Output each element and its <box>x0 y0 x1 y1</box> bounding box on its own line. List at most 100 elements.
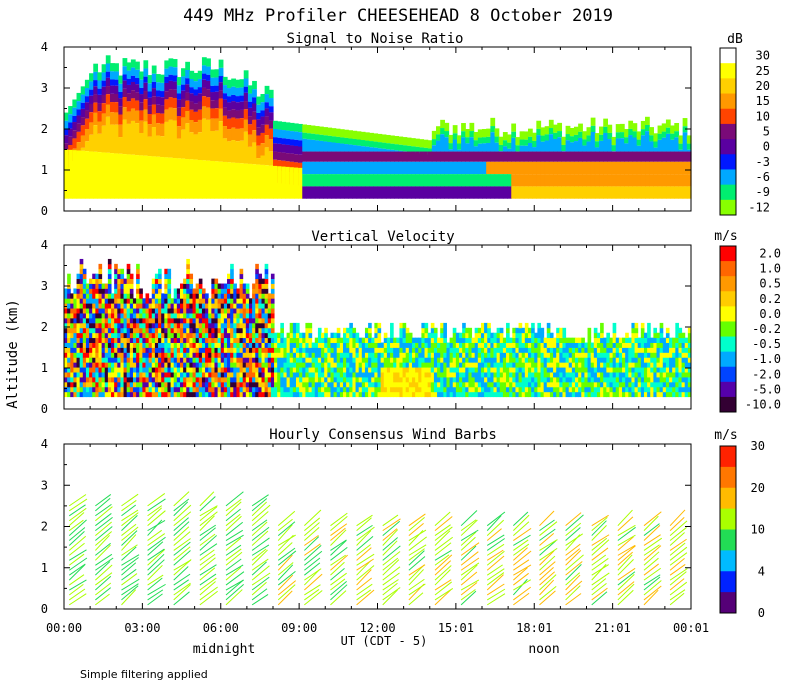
snr-cell <box>607 124 613 133</box>
vv-cell <box>346 381 350 388</box>
snr-cell <box>143 68 149 77</box>
snr-cell <box>561 144 567 152</box>
vv-cell <box>126 372 131 378</box>
vv-cell <box>368 391 372 398</box>
snr-cell <box>670 139 675 152</box>
vv-cell <box>424 357 429 363</box>
snr-cell <box>264 135 270 148</box>
vv-cell <box>317 391 322 398</box>
vv-cell <box>509 357 513 363</box>
vv-cell <box>546 377 551 383</box>
vv-cell <box>117 278 121 284</box>
vv-cell <box>622 352 626 358</box>
vv-cell <box>173 391 178 398</box>
vv-cell <box>468 362 473 368</box>
vv-cell <box>114 278 118 284</box>
vv-cell <box>136 298 140 304</box>
snr-cell <box>227 118 232 130</box>
vv-cell <box>687 332 692 339</box>
vv-cell <box>518 347 523 353</box>
vv-cell <box>70 317 74 324</box>
snr-cell <box>653 147 659 152</box>
snr-cell <box>181 76 186 85</box>
snr-cell <box>352 151 358 162</box>
snr-cell <box>118 106 124 115</box>
vv-cell <box>248 377 253 383</box>
snr-cell <box>649 151 654 162</box>
figure-title: 449 MHz Profiler CHEESEHEAD 8 October 20… <box>183 6 613 26</box>
vv-cell <box>405 367 410 373</box>
vv-cell <box>214 352 219 358</box>
vv-cell <box>361 377 366 383</box>
vv-cell <box>139 327 143 334</box>
vv-cell <box>675 332 679 339</box>
vv-cell <box>368 381 372 388</box>
vv-cell <box>220 372 225 378</box>
vv-cell <box>302 347 306 353</box>
wind-barb <box>225 529 244 541</box>
snr-cell <box>147 114 153 125</box>
vv-cell <box>220 367 225 373</box>
vv-cell <box>214 293 219 299</box>
vv-cell <box>211 391 215 398</box>
snr-cell <box>402 137 408 146</box>
vv-cell <box>324 381 328 388</box>
snr-cell <box>519 139 525 146</box>
vv-cell <box>161 293 165 299</box>
snr-cell <box>68 106 73 115</box>
wind-barb <box>382 545 401 561</box>
snr-cell <box>335 128 341 137</box>
vv-cell <box>227 386 231 393</box>
snr-cell <box>135 61 140 70</box>
vv-cell <box>277 367 281 373</box>
vv-cell <box>183 293 187 299</box>
vv-cell <box>687 386 692 393</box>
vv-cell <box>167 293 172 299</box>
snr-cell <box>218 76 224 83</box>
vv-cell <box>512 381 516 388</box>
vv-cell <box>433 391 438 398</box>
vv-cell <box>186 293 190 299</box>
vv-cell <box>248 317 253 324</box>
vv-cell <box>440 352 444 358</box>
vv-cell <box>186 317 190 324</box>
snr-cell <box>477 129 483 138</box>
vv-cell <box>317 381 322 388</box>
vv-cell <box>126 268 131 275</box>
vv-cell <box>248 342 253 348</box>
vv-cell <box>590 391 595 398</box>
vv-cell <box>258 372 263 378</box>
snr-cell <box>314 186 320 199</box>
vv-cell <box>424 332 429 339</box>
snr-cell <box>72 99 78 108</box>
snr-cell <box>118 114 124 125</box>
vv-cell <box>267 337 272 343</box>
snr-cell <box>573 151 579 162</box>
vv-cell <box>82 278 87 284</box>
snr-cell <box>185 92 190 101</box>
vv-cell <box>622 357 626 363</box>
vv-cell <box>600 337 604 343</box>
vv-cell <box>85 337 90 343</box>
snr-cell <box>619 123 625 133</box>
vv-cell <box>618 362 623 368</box>
vv-cell <box>578 386 582 393</box>
wind-barb <box>173 521 190 536</box>
vv-cell <box>73 303 78 309</box>
wind-barb <box>408 544 427 556</box>
snr-cell <box>310 151 316 162</box>
vv-cell <box>352 332 357 339</box>
vv-cell <box>518 391 523 398</box>
vv-cell <box>355 391 360 398</box>
wind-barb <box>147 564 163 581</box>
snr-cell <box>599 140 604 152</box>
snr-cell <box>277 121 282 130</box>
vv-cell <box>455 381 460 388</box>
vv-cell <box>214 298 219 304</box>
vv-cell <box>70 352 74 358</box>
wind-barb <box>121 530 138 546</box>
vv-cell <box>129 273 134 280</box>
snr-cell <box>130 67 136 76</box>
vv-cell <box>120 313 125 319</box>
vv-cell <box>267 327 272 334</box>
